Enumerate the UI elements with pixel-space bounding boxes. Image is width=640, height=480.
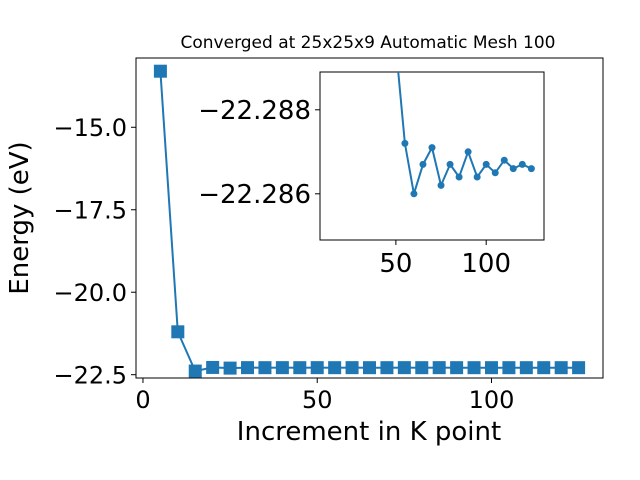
data-point bbox=[380, 361, 394, 375]
data-point bbox=[446, 160, 454, 168]
y-tick-label: −20.0 bbox=[53, 279, 127, 307]
inset-plot-frame bbox=[319, 71, 545, 241]
data-point bbox=[509, 165, 517, 173]
data-point bbox=[310, 361, 324, 375]
data-point bbox=[293, 361, 307, 375]
data-point bbox=[258, 361, 272, 375]
data-point bbox=[345, 361, 359, 375]
x-tick-label: 100 bbox=[461, 249, 511, 279]
main-plot-frame bbox=[135, 57, 604, 379]
data-point bbox=[502, 361, 516, 375]
data-point bbox=[171, 325, 185, 339]
y-tick-label: −22.288 bbox=[198, 96, 311, 126]
chart-title: Converged at 25x25x9 Automatic Mesh 100 bbox=[181, 33, 556, 53]
data-point bbox=[401, 139, 409, 147]
data-point bbox=[419, 160, 427, 168]
data-point bbox=[428, 144, 436, 152]
y-tick-label: −22.5 bbox=[53, 361, 127, 389]
main-series bbox=[153, 64, 586, 378]
data-point bbox=[500, 156, 508, 164]
data-point bbox=[410, 190, 418, 198]
data-point bbox=[537, 361, 551, 375]
data-point bbox=[473, 173, 481, 181]
y-axis-label: Energy (eV) bbox=[5, 141, 35, 294]
x-tick-label: 100 bbox=[469, 386, 515, 414]
data-point bbox=[518, 160, 526, 168]
x-tick-label: 50 bbox=[302, 386, 333, 414]
data-point bbox=[188, 364, 202, 378]
data-point bbox=[482, 160, 490, 168]
data-point bbox=[328, 361, 342, 375]
data-point bbox=[153, 64, 167, 78]
data-point bbox=[467, 361, 481, 375]
data-point bbox=[464, 148, 472, 156]
data-point bbox=[432, 361, 446, 375]
x-tick-label: 50 bbox=[379, 249, 412, 279]
data-point bbox=[519, 361, 533, 375]
x-tick-label: 0 bbox=[135, 386, 150, 414]
data-point bbox=[397, 361, 411, 375]
y-tick-label: −15.0 bbox=[53, 114, 127, 142]
data-point bbox=[437, 181, 445, 189]
data-point bbox=[275, 361, 289, 375]
data-point bbox=[455, 173, 463, 181]
series-line bbox=[397, 72, 532, 195]
y-tick-label: −17.5 bbox=[53, 196, 127, 224]
data-point bbox=[241, 361, 255, 375]
inset-x-axis: 50 100 bbox=[379, 240, 511, 279]
inset-y-axis: −22.288 −22.286 bbox=[198, 96, 320, 210]
data-point bbox=[206, 360, 220, 374]
data-point bbox=[572, 361, 586, 375]
y-tick-label: −22.286 bbox=[198, 180, 311, 210]
data-point bbox=[363, 361, 376, 375]
main-y-axis: −15.0 −17.5 −20.0 −22.5 bbox=[53, 114, 136, 389]
inset-series bbox=[397, 72, 535, 198]
main-x-axis: 0 50 100 bbox=[135, 378, 514, 414]
data-point bbox=[223, 361, 237, 375]
data-point bbox=[450, 361, 464, 375]
data-point bbox=[491, 169, 499, 177]
x-axis-label: Increment in K point bbox=[237, 417, 501, 447]
data-point bbox=[527, 165, 535, 173]
data-point bbox=[554, 361, 568, 375]
data-point bbox=[415, 361, 429, 375]
data-point bbox=[484, 361, 498, 375]
